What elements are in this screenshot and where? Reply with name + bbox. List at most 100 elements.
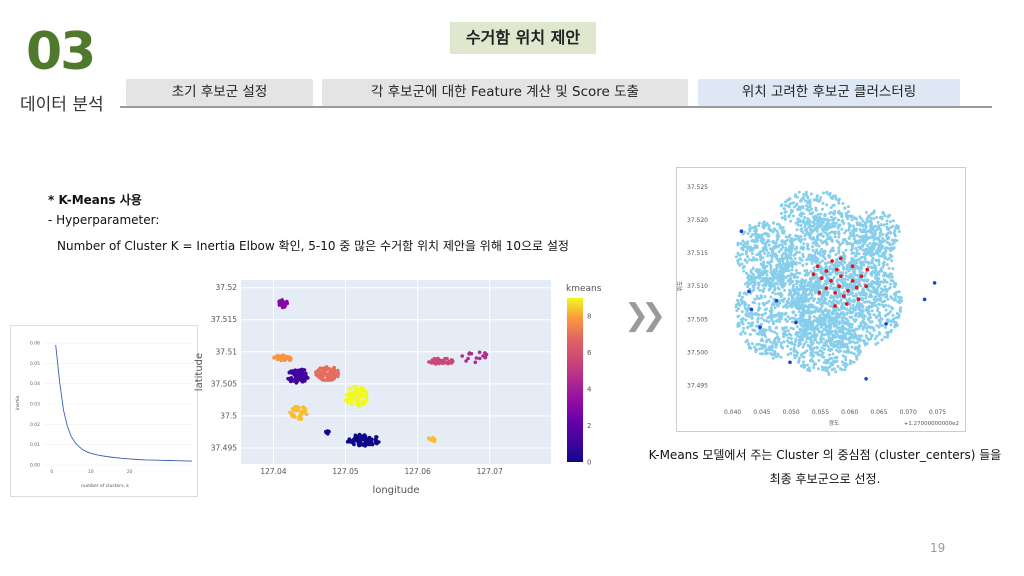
map-candidate-point bbox=[840, 219, 844, 223]
colorbar-tick: 2 bbox=[587, 422, 591, 430]
map-candidate-point bbox=[784, 256, 788, 260]
map-candidate-point bbox=[801, 345, 805, 349]
map-candidate-point bbox=[832, 367, 836, 371]
map-candidate-point bbox=[873, 236, 876, 240]
map-candidate-point bbox=[783, 326, 787, 330]
map-candidate-point bbox=[792, 275, 796, 279]
map-candidate-point bbox=[771, 230, 775, 234]
map-candidate-point bbox=[812, 338, 816, 342]
map-candidate-point bbox=[798, 280, 802, 284]
map-candidate-point bbox=[820, 271, 824, 275]
map-candidate-point bbox=[795, 279, 798, 283]
map-candidate-point bbox=[863, 343, 867, 347]
map-candidate-point bbox=[786, 268, 790, 272]
map-candidate-point bbox=[837, 292, 841, 296]
scatter-point-cluster-0 bbox=[353, 438, 358, 443]
map-candidate-point bbox=[861, 236, 865, 240]
map-candidate-point bbox=[811, 241, 815, 245]
map-cluster-center bbox=[839, 256, 843, 261]
map-candidate-point bbox=[754, 235, 758, 239]
map-candidate-point bbox=[867, 300, 871, 304]
map-candidate-point bbox=[838, 330, 842, 334]
map-candidate-point bbox=[796, 223, 800, 227]
map-candidate-point bbox=[801, 263, 805, 267]
map-candidate-point bbox=[831, 270, 835, 274]
map-ytick: 37.510 bbox=[687, 283, 708, 290]
map-candidate-point bbox=[843, 231, 847, 235]
map-candidate-point bbox=[862, 317, 866, 321]
map-candidate-point bbox=[878, 227, 882, 231]
map-candidate-point bbox=[845, 267, 849, 271]
map-candidate-point bbox=[795, 251, 799, 254]
map-candidate-point bbox=[837, 231, 841, 235]
map-candidate-point bbox=[833, 235, 837, 239]
map-candidate-point bbox=[747, 321, 751, 325]
map-candidate-point bbox=[787, 304, 791, 308]
map-candidate-point bbox=[854, 294, 858, 297]
map-candidate-point bbox=[883, 257, 887, 261]
map-candidate-point bbox=[890, 225, 894, 229]
map-candidate-point bbox=[780, 240, 784, 244]
map-candidate-point bbox=[790, 272, 793, 276]
map-candidate-point bbox=[859, 261, 862, 265]
map-candidate-point bbox=[760, 240, 764, 244]
tab-clustering[interactable]: 위치 고려한 후보군 클러스터링 bbox=[698, 79, 960, 106]
map-candidate-point bbox=[764, 284, 768, 288]
map-candidate-point bbox=[788, 202, 792, 206]
map-candidate-point bbox=[746, 240, 750, 244]
map-candidate-point bbox=[860, 334, 864, 338]
map-candidate-point bbox=[802, 342, 806, 346]
map-candidate-point bbox=[860, 217, 863, 221]
map-candidate-point bbox=[804, 279, 808, 282]
map-candidate-point bbox=[848, 340, 852, 343]
scatter-point-cluster-5 bbox=[320, 372, 325, 376]
map-candidate-point bbox=[858, 338, 862, 342]
map-candidate-point bbox=[815, 281, 819, 285]
map-candidate-point bbox=[767, 226, 771, 230]
map-candidate-point bbox=[875, 334, 879, 338]
map-candidate-point bbox=[763, 308, 767, 312]
tab-feature-score[interactable]: 각 후보군에 대한 Feature 계산 및 Score 도출 bbox=[322, 79, 688, 106]
map-candidate-point bbox=[845, 312, 848, 316]
map-candidate-point bbox=[863, 260, 867, 264]
map-candidate-point bbox=[878, 313, 881, 317]
scatter-point-cluster-1 bbox=[287, 370, 292, 375]
map-candidate-point bbox=[797, 341, 801, 345]
map-candidate-point bbox=[870, 320, 874, 324]
map-candidate-point bbox=[867, 338, 871, 342]
map-candidate-point bbox=[833, 294, 837, 298]
scatter-point-cluster-8 bbox=[347, 391, 351, 396]
scatter-point-cluster-3 bbox=[477, 350, 482, 355]
map-candidate-point bbox=[790, 340, 794, 344]
map-candidate-point bbox=[817, 199, 821, 203]
map-candidate-point bbox=[844, 286, 848, 290]
elbow-ytick: 0.00 bbox=[30, 463, 40, 469]
map-candidate-point bbox=[737, 303, 741, 306]
map-candidate-point bbox=[789, 256, 792, 260]
map-candidate-point bbox=[820, 247, 824, 251]
map-candidate-point bbox=[813, 254, 817, 257]
map-candidate-point bbox=[822, 337, 826, 341]
map-outlier-point bbox=[788, 360, 792, 365]
map-candidate-point bbox=[775, 263, 779, 267]
map-candidate-point bbox=[864, 292, 868, 296]
scatter-point-cluster-5 bbox=[320, 378, 325, 382]
map-candidate-point bbox=[836, 300, 840, 304]
map-candidate-point bbox=[804, 330, 808, 334]
map-candidate-point bbox=[870, 249, 874, 253]
map-cluster-center bbox=[850, 279, 855, 283]
map-candidate-point bbox=[783, 207, 786, 211]
map-candidate-point bbox=[826, 290, 830, 294]
map-candidate-point bbox=[820, 365, 824, 369]
map-candidate-point bbox=[831, 343, 835, 346]
map-candidate-point bbox=[812, 221, 816, 225]
map-candidate-point bbox=[874, 271, 877, 275]
map-candidate-point bbox=[850, 360, 854, 364]
map-candidate-point bbox=[812, 330, 816, 334]
map-candidate-point bbox=[862, 339, 865, 343]
map-candidate-point bbox=[792, 253, 796, 257]
map-candidate-point bbox=[832, 276, 836, 279]
tab-initial-candidates[interactable]: 초기 후보군 설정 bbox=[126, 79, 313, 106]
map-candidate-point bbox=[793, 273, 797, 277]
map-candidate-point bbox=[759, 328, 763, 332]
